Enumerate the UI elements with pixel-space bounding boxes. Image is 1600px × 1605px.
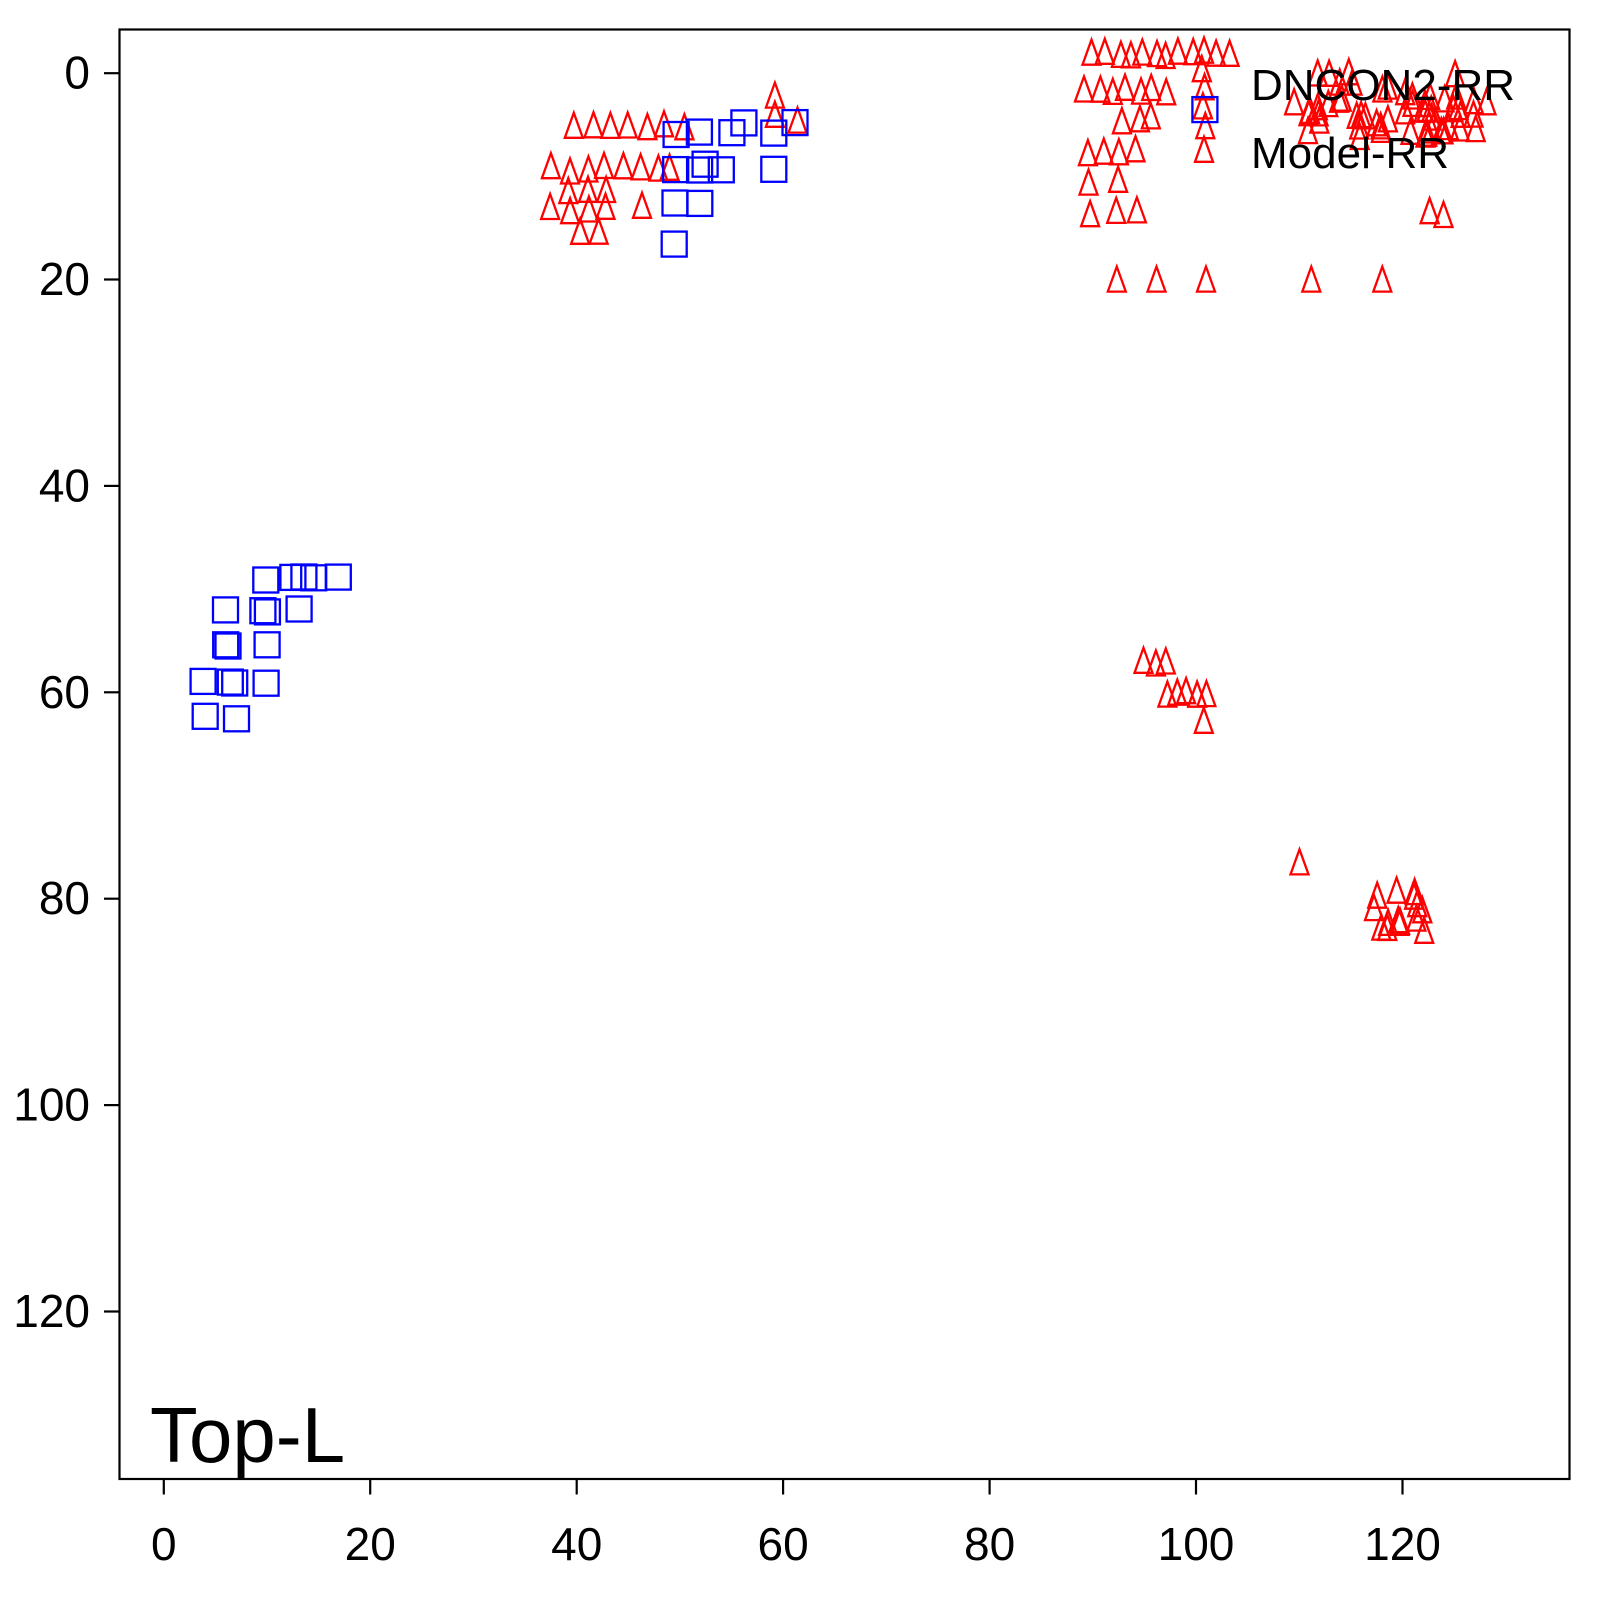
svg-text:60: 60 — [39, 666, 90, 718]
svg-text:Top-L: Top-L — [150, 1391, 345, 1479]
svg-text:120: 120 — [1364, 1518, 1441, 1570]
svg-text:80: 80 — [39, 872, 90, 924]
svg-text:20: 20 — [345, 1518, 396, 1570]
svg-text:100: 100 — [1158, 1518, 1235, 1570]
svg-text:40: 40 — [551, 1518, 602, 1570]
svg-text:40: 40 — [39, 459, 90, 511]
svg-text:120: 120 — [13, 1285, 90, 1337]
svg-text:Model-RR: Model-RR — [1251, 129, 1449, 178]
svg-text:100: 100 — [13, 1079, 90, 1131]
svg-text:DNCON2-RR: DNCON2-RR — [1251, 61, 1515, 110]
svg-text:60: 60 — [758, 1518, 809, 1570]
svg-text:80: 80 — [964, 1518, 1015, 1570]
svg-text:0: 0 — [151, 1518, 177, 1570]
svg-text:20: 20 — [39, 253, 90, 305]
svg-text:0: 0 — [64, 47, 90, 99]
